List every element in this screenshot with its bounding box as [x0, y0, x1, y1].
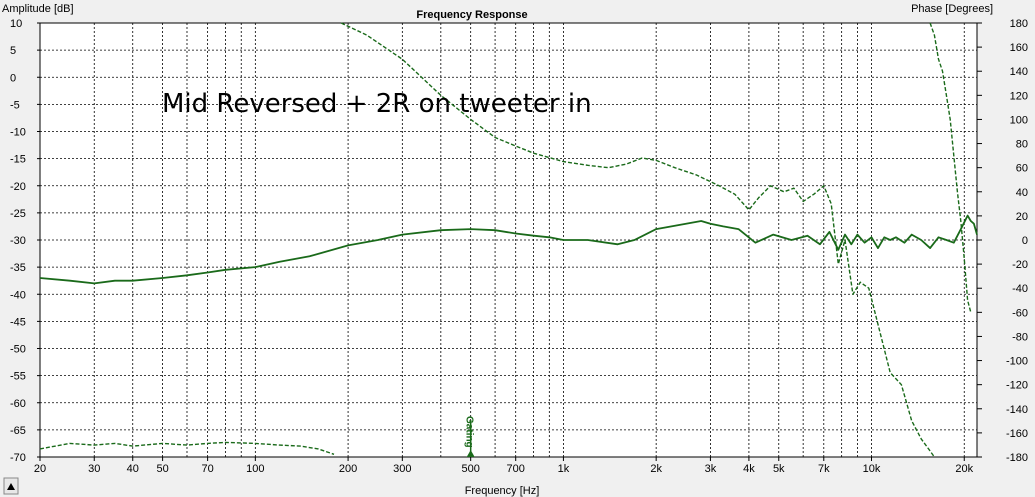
x-tick-labels: 20 30 40 50 70 100 200 300 500 700 1k 2k 3k 4k 5k 7k 10k… — [34, 457, 974, 475]
y-tick-label: 0 — [10, 72, 16, 84]
gating-marker-label: Gating — [464, 416, 475, 448]
x-tick-label: 300 — [393, 463, 411, 475]
y-tick-label: -45 — [10, 316, 26, 328]
x-tick-label: 7k — [818, 463, 830, 475]
x-tick-label: 500 — [462, 463, 480, 475]
y2-tick-label: 140 — [1010, 66, 1028, 78]
y2-tick-label: 40 — [1016, 187, 1028, 199]
x-tick-label: 50 — [156, 463, 168, 475]
y2-tick-label: 160 — [1010, 42, 1028, 54]
y2-tick-label: -60 — [1012, 307, 1028, 319]
y2-tick-label: 80 — [1016, 139, 1028, 151]
y-tick-label: -30 — [10, 235, 26, 247]
y-tick-label: -10 — [10, 127, 26, 139]
y-tick-label: -55 — [10, 371, 26, 383]
y-tick-label: -50 — [10, 344, 26, 356]
y-tick-label: -40 — [10, 289, 26, 301]
y2-tick-label: -120 — [1006, 380, 1028, 392]
y-tick-label: -70 — [10, 452, 26, 464]
series-line-3 — [929, 22, 972, 313]
x-tick-label: 10k — [863, 463, 881, 475]
grid — [40, 23, 977, 457]
y2-tick-label: 100 — [1010, 114, 1028, 126]
y-tick-labels: 10 5 0 -5 -10 -15 -20 -25 -30 -35 -40 -45 -50 -55 -60 -… — [10, 18, 40, 464]
gating-marker: Gating — [464, 416, 475, 457]
y-tick-label: -15 — [10, 154, 26, 166]
x-axis-title: Frequency [Hz] — [465, 485, 540, 497]
y2-tick-label: -180 — [1006, 452, 1028, 464]
y2-tick-label: 60 — [1016, 163, 1028, 175]
series-line-2 — [340, 22, 935, 458]
y-tick-label: -65 — [10, 425, 26, 437]
x-tick-label: 2k — [650, 463, 662, 475]
x-tick-label: 100 — [246, 463, 264, 475]
y2-tick-label: 0 — [1022, 235, 1028, 247]
series-line-1 — [39, 214, 978, 285]
y2-tick-label: -80 — [1012, 331, 1028, 343]
x-tick-label: 700 — [507, 463, 525, 475]
y-tick-label: 10 — [10, 18, 22, 30]
y-axis-title: Amplitude [dB] — [2, 3, 74, 15]
y2-tick-label: -20 — [1012, 259, 1028, 271]
x-tick-label: 30 — [88, 463, 100, 475]
x-tick-label: 40 — [127, 463, 139, 475]
x-tick-label: 5k — [773, 463, 785, 475]
chart-title: Frequency Response — [416, 9, 527, 21]
series-layer — [39, 22, 978, 458]
y2-tick-label: -160 — [1006, 428, 1028, 440]
y-tick-label: -25 — [10, 208, 26, 220]
x-tick-label: 20 — [34, 463, 46, 475]
gating-marker-arrow — [466, 450, 475, 457]
scroll-up-button[interactable] — [3, 477, 19, 495]
y2-tick-label: -100 — [1006, 356, 1028, 368]
x-tick-label: 200 — [339, 463, 357, 475]
y2-tick-label: 20 — [1016, 211, 1028, 223]
x-tick-label: 3k — [705, 463, 717, 475]
y2-tick-label: 120 — [1010, 90, 1028, 102]
y-tick-label: -20 — [10, 181, 26, 193]
y2-tick-label: -140 — [1006, 404, 1028, 416]
y2-tick-labels: 180 160 140 120 100 80 60 40 20 0 -20 -40 -60 -80 -100… — [977, 18, 1028, 464]
y2-tick-label: -40 — [1012, 283, 1028, 295]
x-tick-label: 70 — [201, 463, 213, 475]
y-tick-label: -60 — [10, 398, 26, 410]
x-tick-label: 20k — [955, 463, 973, 475]
x-tick-label: 4k — [743, 463, 755, 475]
series-line-4 — [39, 441, 335, 455]
y-tick-label: -5 — [10, 99, 20, 111]
x-tick-label: 1k — [558, 463, 570, 475]
y2-axis-title: Phase [Degrees] — [911, 3, 993, 15]
y-tick-label: -35 — [10, 262, 26, 274]
chart-annotation: Mid Reversed + 2R on tweeter in — [162, 89, 592, 119]
y2-tick-label: 180 — [1010, 18, 1028, 30]
y-tick-label: 5 — [10, 45, 16, 57]
arrow-up-icon — [7, 483, 15, 490]
